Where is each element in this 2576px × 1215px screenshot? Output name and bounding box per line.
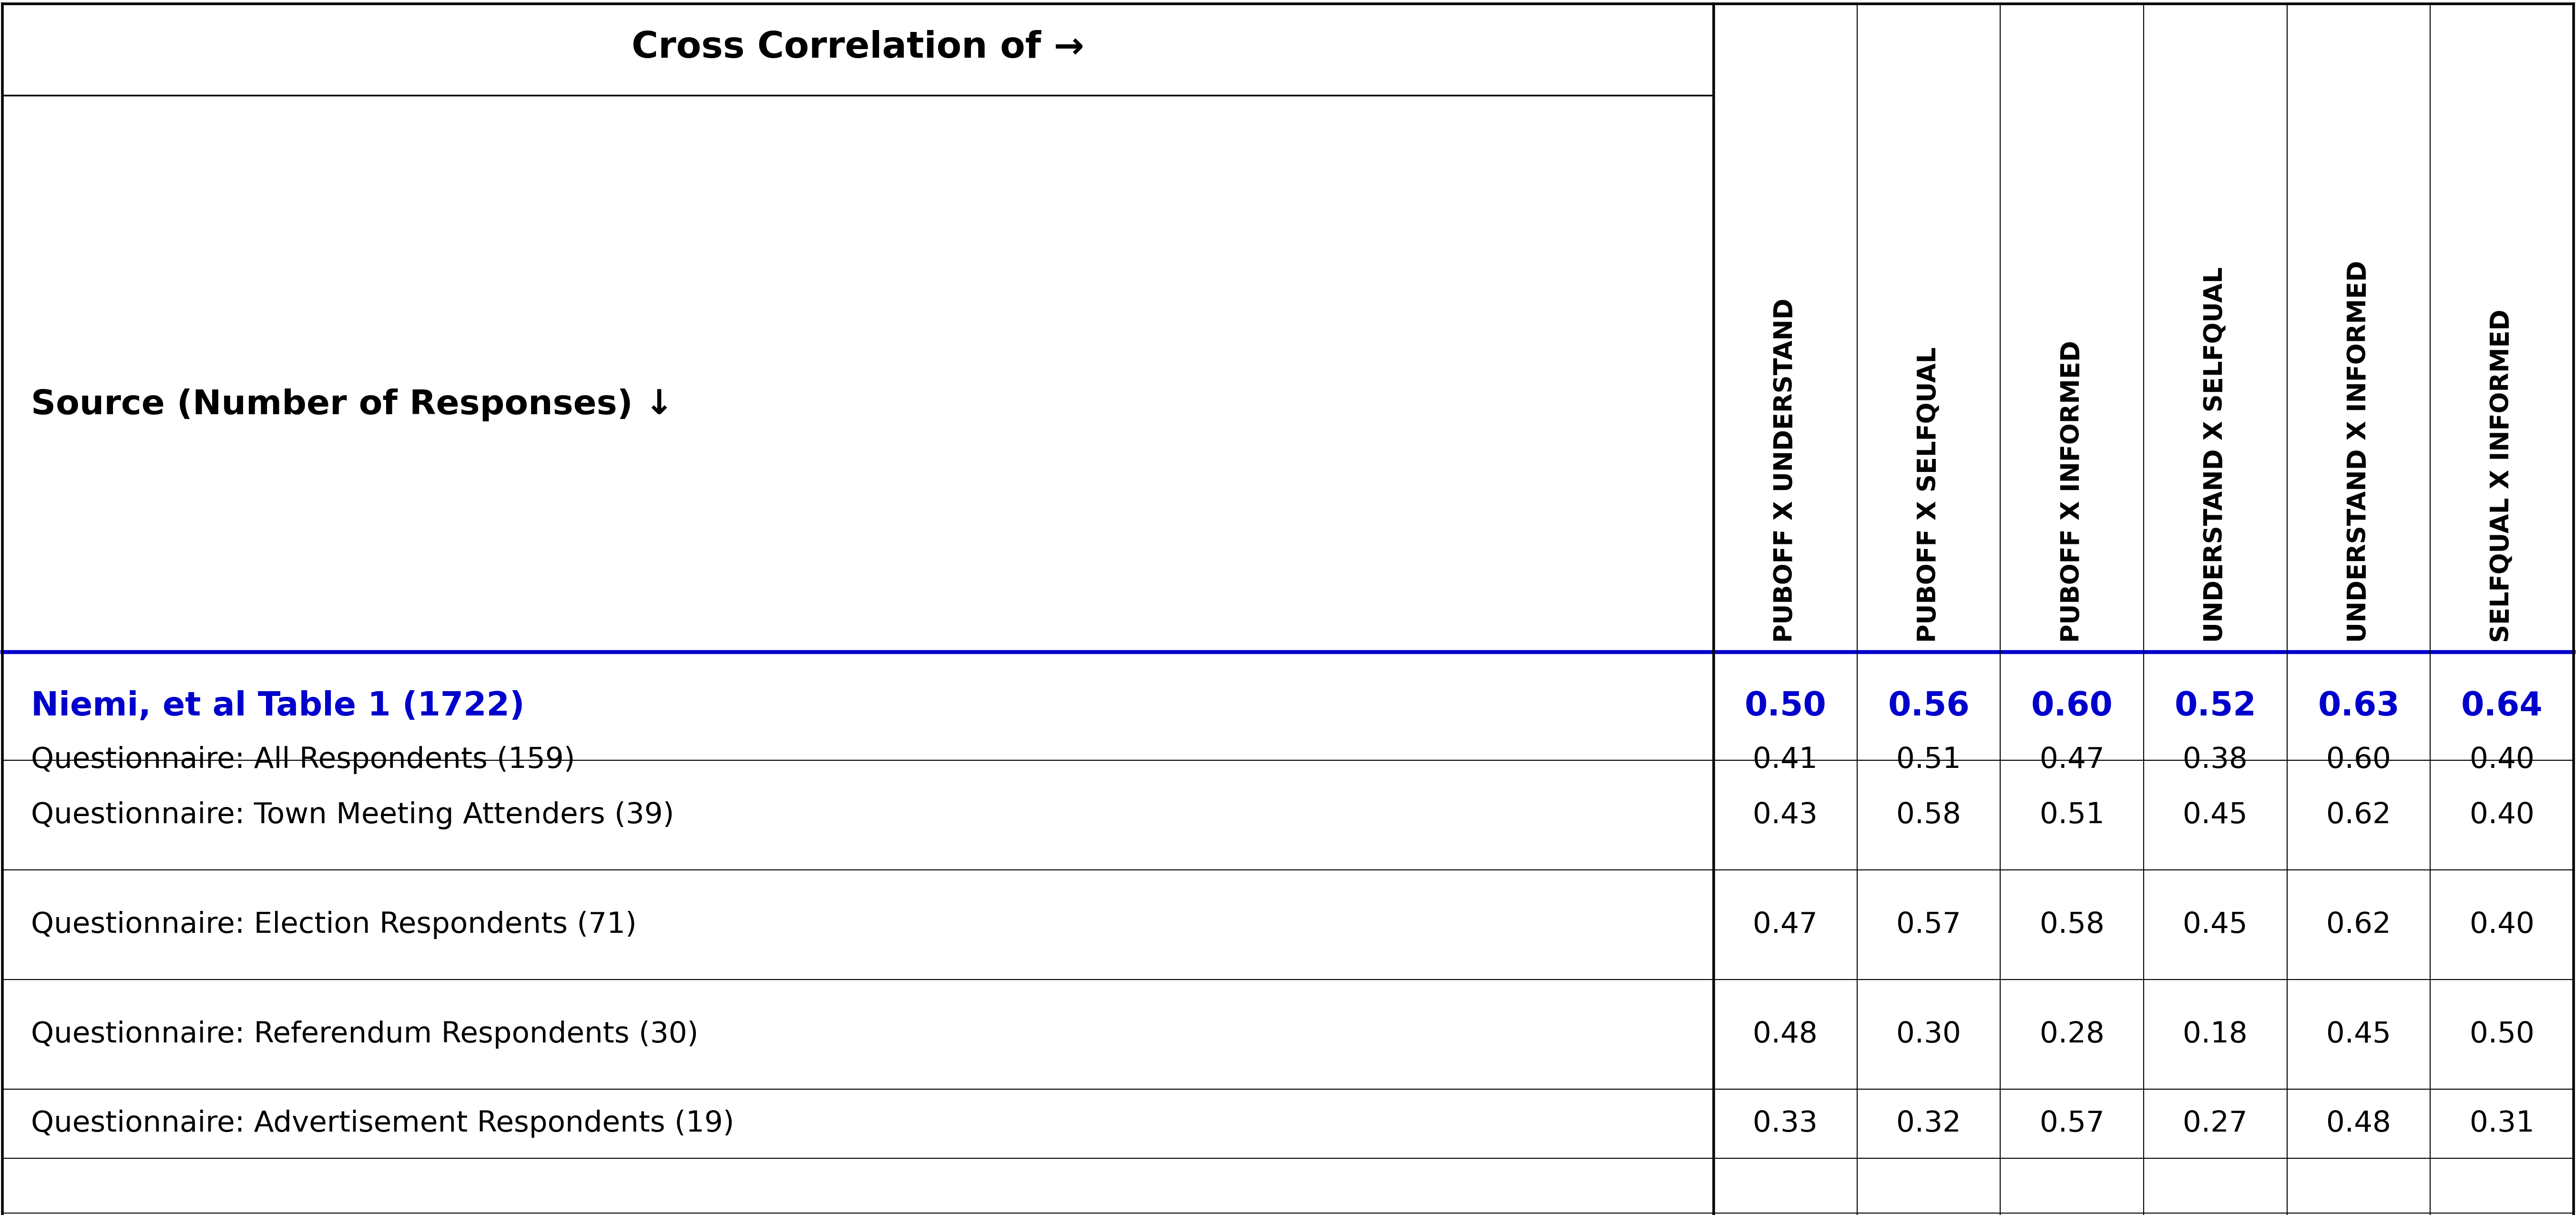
Text: 0.51: 0.51 xyxy=(2040,801,2105,829)
Text: 0.18: 0.18 xyxy=(2182,1021,2249,1049)
Text: 0.40: 0.40 xyxy=(2470,746,2535,774)
Text: 0.57: 0.57 xyxy=(1896,911,1960,939)
Text: 0.43: 0.43 xyxy=(1752,801,1819,829)
Text: PUBOFF X INFORMED: PUBOFF X INFORMED xyxy=(2061,340,2084,643)
Text: 0.60: 0.60 xyxy=(2030,690,2112,722)
Text: 0.48: 0.48 xyxy=(2326,1109,2391,1137)
Text: 0.62: 0.62 xyxy=(2326,801,2391,829)
Text: SELFQUAL X INFORMED: SELFQUAL X INFORMED xyxy=(2488,309,2514,643)
Text: Source (Number of Responses) ↓: Source (Number of Responses) ↓ xyxy=(31,389,675,422)
Text: PUBOFF X SELFQUAL: PUBOFF X SELFQUAL xyxy=(1917,347,1942,643)
Text: 0.63: 0.63 xyxy=(2318,690,2401,722)
Text: Cross Correlation of →: Cross Correlation of → xyxy=(631,30,1084,66)
Text: 0.50: 0.50 xyxy=(1744,690,1826,722)
Text: UNDERSTAND X INFORMED: UNDERSTAND X INFORMED xyxy=(2347,260,2370,643)
Text: 0.48: 0.48 xyxy=(1754,1021,1819,1049)
Text: 0.47: 0.47 xyxy=(1752,911,1819,939)
Text: 0.41: 0.41 xyxy=(1752,746,1819,774)
Text: 0.28: 0.28 xyxy=(2040,1021,2105,1049)
Text: 0.60: 0.60 xyxy=(2326,746,2391,774)
Text: 0.45: 0.45 xyxy=(2182,801,2249,829)
Text: 0.47: 0.47 xyxy=(2040,746,2105,774)
Text: 0.32: 0.32 xyxy=(1896,1109,1960,1137)
Text: Niemi, et al Table 1 (1722): Niemi, et al Table 1 (1722) xyxy=(31,690,526,722)
Text: 0.33: 0.33 xyxy=(1752,1109,1819,1137)
Text: 0.64: 0.64 xyxy=(2460,690,2543,722)
Text: 0.58: 0.58 xyxy=(1896,801,1960,829)
Text: 0.50: 0.50 xyxy=(2470,1021,2535,1049)
Text: 0.45: 0.45 xyxy=(2182,911,2249,939)
Text: 0.40: 0.40 xyxy=(2470,911,2535,939)
Text: 0.57: 0.57 xyxy=(2040,1109,2105,1137)
Text: UNDERSTAND X SELFQUAL: UNDERSTAND X SELFQUAL xyxy=(2202,267,2228,643)
Text: 0.56: 0.56 xyxy=(1888,690,1971,722)
Text: Questionnaire: Election Respondents (71): Questionnaire: Election Respondents (71) xyxy=(31,911,636,939)
Text: Questionnaire: Referendum Respondents (30): Questionnaire: Referendum Respondents (3… xyxy=(31,1021,698,1049)
Text: 0.58: 0.58 xyxy=(2040,911,2105,939)
Text: Questionnaire: All Respondents (159): Questionnaire: All Respondents (159) xyxy=(31,746,574,774)
Text: 0.31: 0.31 xyxy=(2470,1109,2535,1137)
Text: 0.51: 0.51 xyxy=(1896,746,1960,774)
Text: 0.30: 0.30 xyxy=(1896,1021,1960,1049)
Text: 0.38: 0.38 xyxy=(2182,746,2249,774)
Text: 0.52: 0.52 xyxy=(2174,690,2257,722)
Text: Questionnaire: Advertisement Respondents (19): Questionnaire: Advertisement Respondents… xyxy=(31,1109,734,1137)
Text: PUBOFF X UNDERSTAND: PUBOFF X UNDERSTAND xyxy=(1772,298,1798,643)
Text: 0.27: 0.27 xyxy=(2182,1109,2249,1137)
Text: Questionnaire: Town Meeting Attenders (39): Questionnaire: Town Meeting Attenders (3… xyxy=(31,801,675,829)
Text: 0.45: 0.45 xyxy=(2326,1021,2391,1049)
Text: 0.40: 0.40 xyxy=(2470,801,2535,829)
Text: 0.62: 0.62 xyxy=(2326,911,2391,939)
